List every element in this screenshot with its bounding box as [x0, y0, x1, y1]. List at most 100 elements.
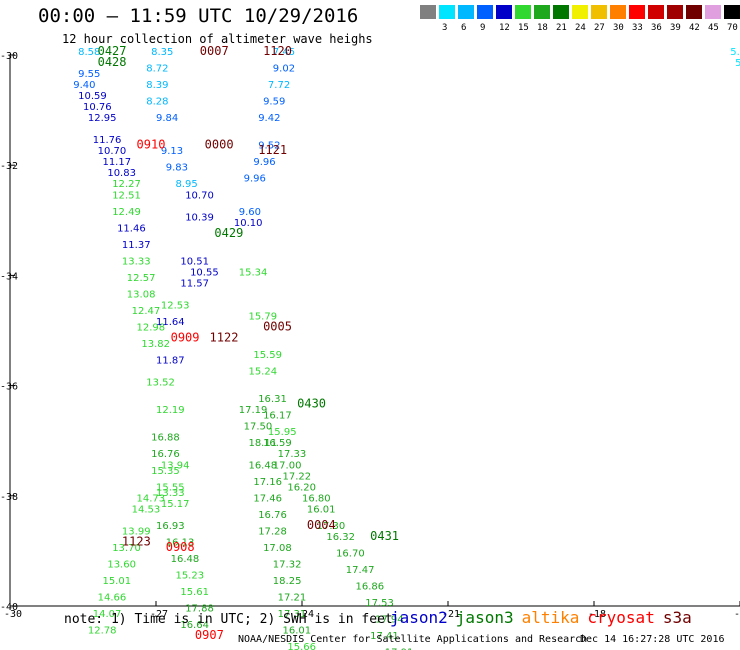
- wave-height-value: 15.34: [239, 267, 268, 278]
- wave-height-value: 9.60: [239, 207, 261, 218]
- axis-ticks: -30 -27 -24 -21 -18 -15 -30 -32 -34 -36 -38 -40: [0, 51, 740, 620]
- wave-height-value: 11.17: [102, 157, 131, 168]
- wave-height-value: 15.23: [175, 570, 204, 581]
- wave-height-value: 16.01: [283, 626, 312, 637]
- wave-height-value: 17.19: [239, 405, 268, 416]
- wave-height-value: 5.8: [735, 58, 740, 69]
- y-tick-label: -38: [0, 492, 18, 503]
- wave-height-value: 17.88: [185, 604, 214, 615]
- legend-entry: jason3: [455, 608, 514, 627]
- wave-height-value: 14.73: [137, 493, 166, 504]
- wave-height-value: 9.55: [78, 69, 100, 80]
- scale-swatch: [629, 5, 645, 19]
- scale-label: 9: [480, 23, 486, 33]
- scale-swatch: [553, 5, 569, 19]
- wave-height-value: 9.84: [156, 113, 178, 124]
- x-tick-label: -30: [4, 609, 22, 620]
- scale-swatch: [420, 5, 436, 19]
- wave-height-value: 15.55: [156, 482, 185, 493]
- scale-swatch: [572, 5, 588, 19]
- wave-height-value: 17.41: [370, 631, 399, 642]
- wave-height-value: 10.59: [78, 91, 107, 102]
- wave-height-value: 7.72: [268, 80, 290, 91]
- scale-swatch: [705, 5, 721, 19]
- wave-height-value: 13.33: [122, 256, 151, 267]
- wave-height-value: 15.79: [248, 311, 277, 322]
- wave-height-value: 15.35: [151, 466, 180, 477]
- wave-height-value: 12.78: [88, 626, 117, 637]
- scale-label: 21: [556, 23, 567, 33]
- scale-swatch: [439, 5, 455, 19]
- wave-height-value: 18.11: [248, 438, 277, 449]
- scale-label: 27: [594, 23, 605, 33]
- wave-height-value: 15.59: [253, 350, 282, 361]
- wave-height-value: 10.70: [98, 146, 127, 157]
- wave-height-value: 12.53: [161, 300, 190, 311]
- scale-label: 36: [651, 23, 662, 33]
- wave-height-value: 15.66: [287, 642, 316, 650]
- x-tick-label: -21: [442, 609, 460, 620]
- wave-height-value: 13.82: [141, 339, 170, 350]
- wave-height-value: 16.70: [336, 548, 365, 559]
- wave-height-value: 17.30: [317, 521, 346, 532]
- wave-height-value: 14.53: [132, 504, 161, 515]
- scale-swatch: [534, 5, 550, 19]
- wave-height-value: 9.52: [258, 141, 280, 152]
- time-stamp-label: 1121: [258, 143, 287, 157]
- wave-height-value: 14.66: [98, 592, 127, 603]
- scale-label: 12: [499, 23, 510, 33]
- scale-swatch: [515, 5, 531, 19]
- wave-height-value: 10.70: [185, 190, 214, 201]
- scale-swatch: [458, 5, 474, 19]
- x-tick-label: -24: [296, 609, 314, 620]
- wave-height-value: 12.19: [156, 405, 185, 416]
- scale-label: 42: [689, 23, 700, 33]
- wave-height-value: 16.86: [356, 581, 385, 592]
- wave-height-value: 17.16: [253, 477, 282, 488]
- wave-height-value: 17.22: [283, 471, 312, 482]
- wave-height-value: 17.91: [385, 648, 414, 650]
- wave-height-value: 9.59: [263, 97, 285, 108]
- time-stamp-label: 0427: [98, 44, 127, 58]
- wave-height-value: 12.95: [88, 113, 117, 124]
- wave-height-value: 16.13: [166, 537, 195, 548]
- time-stamp-label: 0431: [370, 529, 399, 543]
- wave-height-value: 11.37: [122, 240, 151, 251]
- wave-height-value: 15.24: [248, 367, 277, 378]
- wave-height-value: 9.96: [244, 174, 266, 185]
- wave-height-value: 9.02: [273, 64, 295, 75]
- scale-label: 70: [727, 23, 738, 33]
- wave-height-value: 16.76: [151, 449, 180, 460]
- wave-height-value: 10.55: [190, 267, 219, 278]
- wave-height-value: 10.76: [83, 102, 112, 113]
- wave-height-value: 9.83: [166, 163, 188, 174]
- y-tick-label: -34: [0, 271, 18, 282]
- wave-height-value: 8.95: [175, 179, 197, 190]
- time-stamp-label: 0909: [171, 331, 200, 345]
- wave-height-value: 8.72: [146, 64, 168, 75]
- wave-height-value: 15.95: [268, 427, 297, 438]
- wave-height-value: 17.46: [253, 493, 282, 504]
- wave-height-value: 17.31: [278, 609, 307, 620]
- scale-label: 30: [613, 23, 624, 33]
- time-stamp-label: 1122: [210, 331, 239, 345]
- wave-height-value: 8.39: [146, 80, 168, 91]
- time-stamp-label: 0429: [214, 226, 243, 240]
- wave-height-value: 9.13: [161, 146, 183, 157]
- wave-height-value: 17.08: [263, 543, 292, 554]
- wave-height-value: 17.32: [273, 559, 302, 570]
- x-tick-label: -18: [588, 609, 606, 620]
- scale-label: 24: [575, 23, 586, 33]
- wave-height-value: 11.46: [117, 223, 146, 234]
- time-stamp-label: 0430: [297, 397, 326, 411]
- wave-height-value: 16.48: [171, 554, 200, 565]
- wave-height-value: 15.01: [102, 576, 131, 587]
- generated-timestamp: Dec 14 16:27:28 UTC 2016: [580, 634, 725, 645]
- wave-height-value: 13.60: [107, 559, 136, 570]
- x-tick-label: -15: [734, 609, 740, 620]
- wave-height-value: 15.61: [180, 587, 209, 598]
- y-tick-label: -40: [0, 602, 18, 613]
- time-stamp-label: 0005: [263, 320, 292, 334]
- wave-height-value: 12.47: [132, 306, 161, 317]
